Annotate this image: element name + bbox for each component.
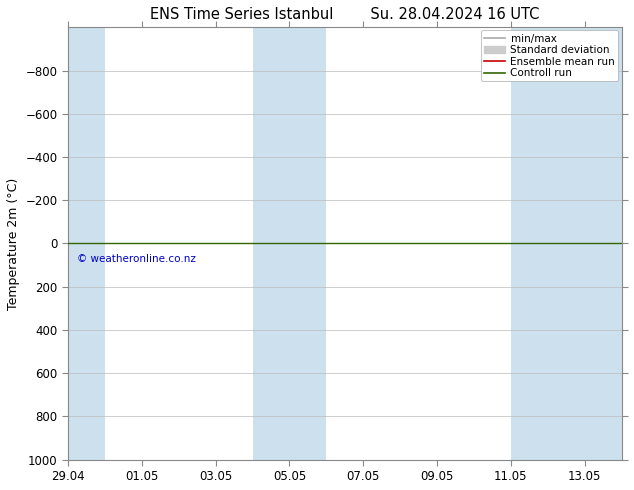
Text: © weatheronline.co.nz: © weatheronline.co.nz xyxy=(77,254,196,264)
Bar xyxy=(68,27,105,460)
Bar xyxy=(252,27,327,460)
Y-axis label: Temperature 2m (°C): Temperature 2m (°C) xyxy=(7,177,20,310)
Bar xyxy=(511,27,621,460)
Title: ENS Time Series Istanbul        Su. 28.04.2024 16 UTC: ENS Time Series Istanbul Su. 28.04.2024 … xyxy=(150,7,540,22)
Legend: min/max, Standard deviation, Ensemble mean run, Controll run: min/max, Standard deviation, Ensemble me… xyxy=(481,30,618,81)
